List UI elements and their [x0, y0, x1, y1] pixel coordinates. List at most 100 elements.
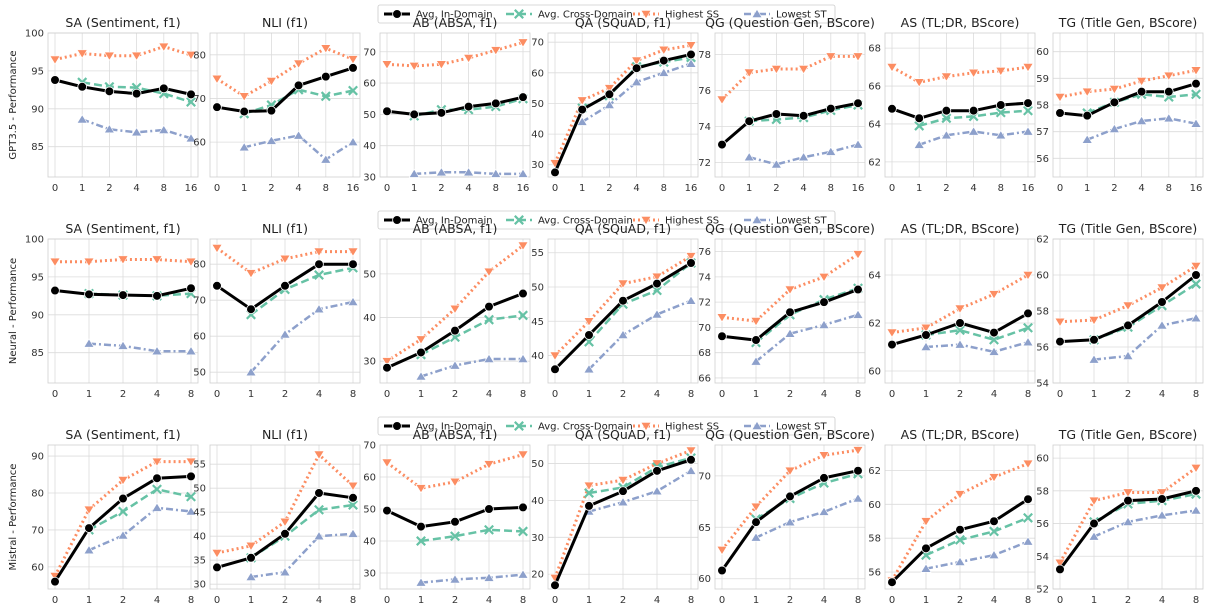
series-line: [755, 497, 859, 539]
data-point: [583, 481, 595, 491]
series: [886, 271, 1034, 338]
data-point: [415, 335, 427, 345]
data-point: [988, 473, 1000, 483]
data-point: [117, 530, 129, 540]
data-point: [1023, 322, 1033, 333]
data-point: [409, 109, 420, 120]
data-point: [49, 55, 61, 65]
legend-frame: [377, 210, 836, 230]
data-point: [750, 532, 762, 542]
legend-marker: [751, 214, 763, 224]
x-tick-label: 16: [1022, 183, 1035, 194]
legend-frame: [377, 4, 836, 24]
data-point: [920, 563, 932, 573]
x-tick-label: 16: [852, 183, 865, 194]
data-point: [382, 505, 392, 516]
y-tick-label: 80: [193, 260, 206, 271]
series: [583, 295, 697, 374]
legend-item: Lowest ST: [744, 214, 828, 227]
data-point: [852, 309, 864, 319]
y-tick-label: 60: [1036, 47, 1049, 58]
data-point: [279, 567, 291, 577]
data-point: [279, 254, 291, 264]
data-point: [416, 347, 426, 358]
data-point: [550, 580, 560, 591]
data-point: [989, 526, 999, 537]
x-tick-label: 1: [586, 595, 592, 606]
data-point: [651, 485, 663, 496]
y-tick-label: 95: [31, 272, 44, 283]
data-point: [313, 247, 325, 257]
data-point: [83, 545, 95, 555]
series-line: [588, 262, 692, 343]
data-point: [818, 451, 830, 461]
y-tick-label: 68: [868, 44, 881, 55]
subplot: QA (SQuAD, f1) 0 1 2 4 8 16 30 40 50 60 70: [531, 15, 699, 194]
series-line: [54, 45, 192, 61]
x-tick-label: 2: [120, 595, 126, 606]
y-tick-label: 20: [531, 570, 544, 581]
x-tick-label: 0: [719, 595, 725, 606]
data-point: [920, 341, 932, 351]
y-tick-label: 56: [1036, 343, 1049, 354]
x-tick-label: 8: [1193, 595, 1199, 606]
legend-label: Avg. Cross-Domain: [538, 422, 633, 433]
data-point: [1190, 505, 1202, 515]
data-point: [651, 309, 663, 319]
data-point: [968, 105, 979, 116]
series: [549, 41, 697, 169]
data-point: [988, 346, 1000, 356]
series-line: [216, 66, 354, 113]
x-tick-label: 0: [384, 595, 390, 606]
series: [887, 494, 1033, 588]
data-point: [1054, 558, 1066, 568]
y-tick-label: 70: [363, 441, 376, 452]
x-tick-label: 1: [86, 389, 92, 400]
legend-item: Lowest ST: [744, 8, 828, 21]
y-tick-label: 40: [531, 130, 544, 141]
x-tick-label: 8: [688, 595, 694, 606]
data-point: [245, 269, 257, 279]
x-tick-label: 1: [241, 183, 247, 194]
data-point: [1022, 459, 1034, 469]
y-tick-label: 70: [193, 94, 206, 105]
y-tick-label: 45: [193, 508, 206, 519]
series: [717, 465, 863, 576]
legend-label: Lowest ST: [776, 10, 828, 21]
data-point: [784, 328, 796, 338]
data-point: [84, 289, 94, 300]
data-point: [631, 56, 643, 66]
data-point: [313, 304, 325, 314]
series-line: [250, 503, 354, 559]
data-point: [436, 108, 447, 118]
data-point: [1022, 63, 1034, 73]
data-point: [785, 491, 795, 502]
x-tick-label: 1: [418, 389, 424, 400]
data-point: [266, 105, 277, 116]
data-point: [887, 577, 897, 588]
subplot: AB (ABSA, f1) 0 1 2 4 8 30 40 50: [363, 221, 531, 400]
data-point: [293, 130, 305, 140]
y-tick-label: 70: [698, 323, 711, 334]
data-point: [913, 139, 925, 149]
data-point: [853, 98, 863, 108]
subplot: TG (Title Gen, BScore) 0 1 2 4 8 52 54 56 58 60: [1036, 427, 1204, 606]
subplot: QG (Question Gen, BScore) 0 1 2 4 8 60 65 70: [698, 427, 875, 606]
y-tick-label: 58: [868, 534, 881, 545]
data-point: [617, 497, 629, 507]
x-tick-label: 1: [586, 389, 592, 400]
data-point: [658, 45, 670, 56]
data-point: [631, 63, 642, 74]
data-point: [716, 546, 728, 556]
data-point: [280, 528, 290, 539]
y-tick-label: 60: [31, 562, 44, 573]
data-point: [1191, 279, 1201, 289]
series-line: [216, 46, 354, 98]
x-tick-label: 1: [1091, 595, 1097, 606]
x-tick-label: 1: [579, 183, 585, 194]
data-point: [603, 84, 615, 94]
x-tick-label: 16: [1190, 183, 1203, 194]
data-point: [914, 113, 924, 124]
data-point: [770, 65, 782, 75]
y-tick-label: 40: [363, 141, 376, 152]
